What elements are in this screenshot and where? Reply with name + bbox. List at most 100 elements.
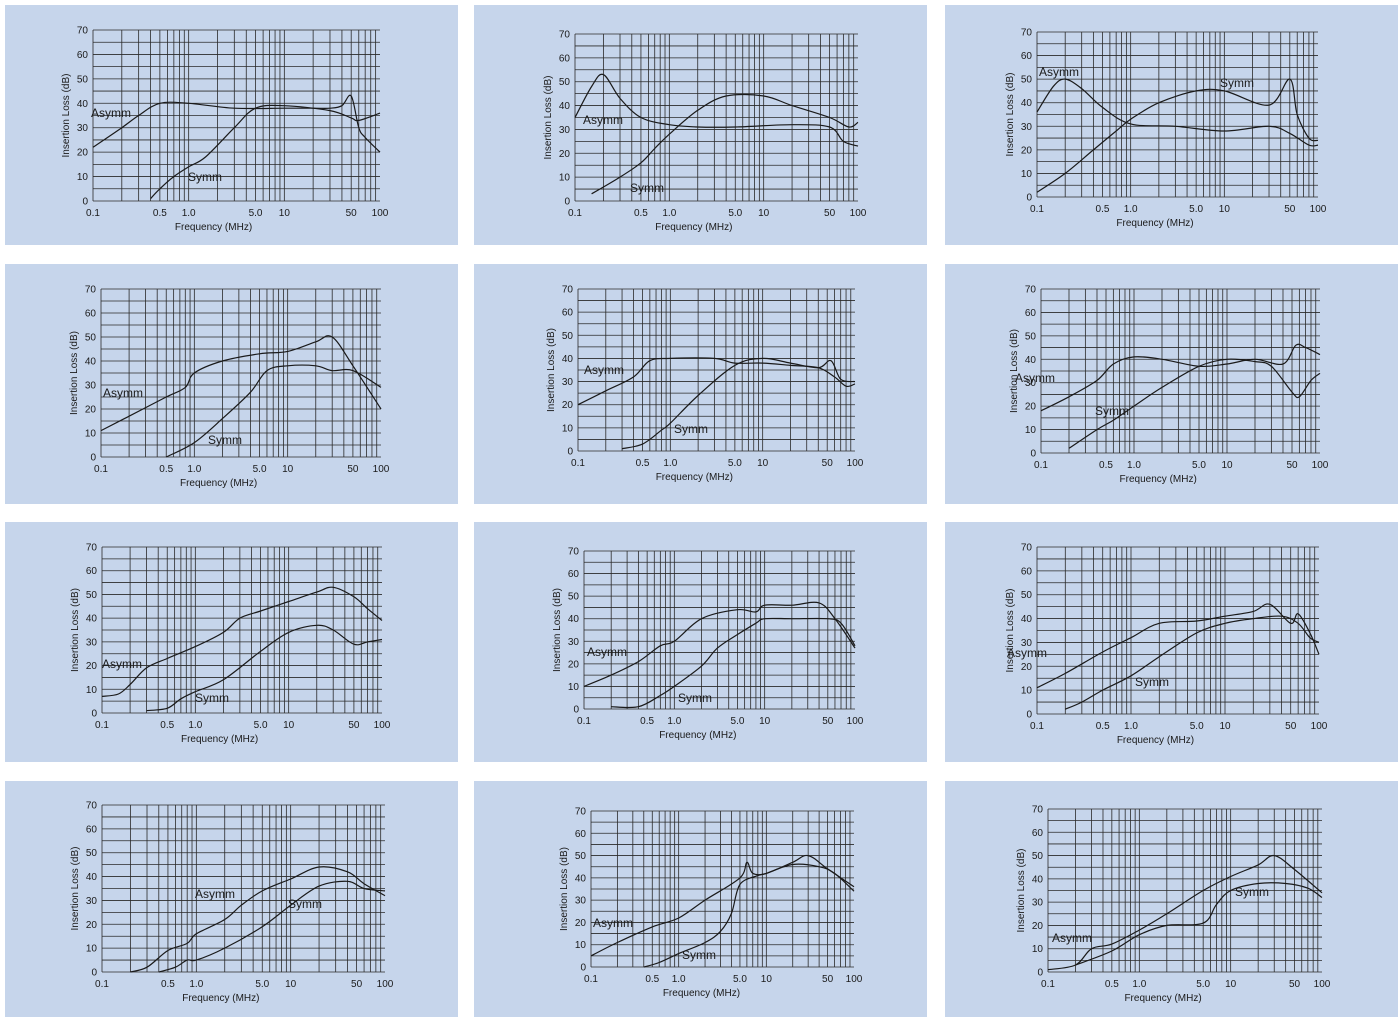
y-tick-label: 40 [1021,614,1033,625]
chart-svg: 0 10 20 30 40 50 60 70 0.1 0.5 1.0 5.0 10 50 100 Freque… [69,285,390,490]
y-tick-label: 50 [1032,851,1044,862]
series-line-asymm [1036,78,1319,147]
x-axis-title: Frequency (MHz) [1116,218,1193,229]
series-label-symm: Symm [1135,675,1169,689]
x-tick-label: 100 [1311,721,1328,732]
y-tick-label: 30 [86,637,98,648]
chart-panel-8: 0 10 20 30 40 50 60 70 0.1 0.5 1.0 5.0 10 50 100 Freque… [474,522,927,762]
y-tick-label: 10 [1032,944,1044,955]
x-tick-label: 100 [1314,979,1331,990]
x-axis-title: Frequency (MHz) [1124,993,1201,1004]
grid [1036,546,1319,715]
y-tick-label: 50 [559,77,571,88]
chart-panel-12: 0 10 20 30 40 50 60 70 0.1 0.5 1.0 5.0 10 50 100 Freque… [945,781,1398,1017]
chart-panel-5: 0 10 20 30 40 50 60 70 0.1 0.5 1.0 5.0 10 50 100 Freque… [474,264,927,504]
y-tick-label: 50 [1021,590,1033,601]
chart-panel-6: 0 10 20 30 40 50 60 70 0.1 0.5 1.0 5.0 10 50 100 Freque… [945,264,1398,504]
chart-panel-1: 0 10 20 30 40 50 60 70 0.1 0.5 1.0 5.0 10 50 100 Freque… [5,5,458,245]
y-tick-label: 30 [86,896,98,907]
y-tick-label: 60 [1021,566,1033,577]
grid [101,804,385,973]
series-label-asymm: Asymm [587,645,627,659]
y-tick-label: 70 [77,26,89,37]
x-tick-label: 100 [1310,204,1327,215]
y-tick-label: 50 [86,848,98,859]
series-label-symm: Symm [674,422,708,436]
series-line-asymm [130,866,386,973]
chart-panel-3: 0 10 20 30 40 50 60 70 0.1 0.5 1.0 5.0 10 50 100 Freque… [945,5,1398,245]
y-tick-label: 10 [86,685,98,696]
y-tick-label: 10 [77,172,89,183]
y-tick-label: 20 [1032,921,1044,932]
x-tick-label: 100 [377,979,394,990]
series-line-asymm [583,601,856,687]
x-tick-label: 50 [348,720,360,731]
grid [1040,288,1320,454]
series-label-asymm: Asymm [1039,65,1079,79]
y-tick-label: 40 [1021,98,1033,109]
chart-svg: 0 10 20 30 40 50 60 70 0.1 0.5 1.0 5.0 10 50 100 Freque… [61,26,389,234]
y-axis-title: Insertion Loss (dB) [546,328,557,412]
y-tick-label: 70 [86,801,98,812]
y-tick-label: 20 [1021,662,1033,673]
y-tick-label: 70 [575,807,587,818]
series-label-asymm: Asymm [195,887,235,901]
y-tick-label: 30 [562,377,574,388]
x-tick-label: 0.1 [1030,721,1044,732]
y-tick-label: 60 [1021,51,1033,62]
series-label-asymm: Asymm [103,386,143,400]
chart-panel-4: 0 10 20 30 40 50 60 70 0.1 0.5 1.0 5.0 10 50 100 Freque… [5,264,458,504]
x-tick-label: 100 [1312,460,1329,471]
y-tick-label: 20 [86,920,98,931]
chart-panel-9: 0 10 20 30 40 50 60 70 0.1 0.5 1.0 5.0 10 50 100 Freque… [945,522,1398,762]
y-tick-label: 10 [575,940,587,951]
chart-svg: 0 10 20 30 40 50 60 70 0.1 0.5 1.0 5.0 10 50 100 Freque… [1016,805,1331,1005]
y-tick-label: 0 [1030,449,1036,460]
x-tick-label: 50 [822,716,834,727]
x-tick-label: 0.1 [568,208,582,219]
x-tick-label: 0.1 [577,716,591,727]
x-tick-label: 10 [1225,979,1237,990]
x-tick-label: 10 [279,208,291,219]
y-tick-label: 30 [568,637,580,648]
x-axis-title: Frequency (MHz) [656,472,733,483]
series-line-asymm [577,357,856,406]
series-label-symm: Symm [1235,885,1269,899]
x-tick-label: 10 [1221,460,1233,471]
x-tick-label: 0.1 [95,979,109,990]
y-tick-label: 10 [1025,425,1037,436]
x-tick-label: 0.1 [1034,460,1048,471]
x-tick-label: 1.0 [672,974,686,985]
grid [583,550,855,710]
series-label-symm: Symm [208,433,242,447]
x-tick-label: 1.0 [187,464,201,475]
series-label-symm: Symm [288,897,322,911]
y-tick-label: 20 [568,659,580,670]
y-tick-label: 50 [1021,75,1033,86]
series-label-asymm: Asymm [1015,371,1055,385]
y-tick-label: 70 [562,285,574,296]
y-tick-label: 10 [1021,169,1033,180]
x-tick-label: 5.0 [1192,460,1206,471]
y-tick-label: 30 [1021,638,1033,649]
series-line-symm [165,364,382,458]
series-line-symm [146,624,383,712]
x-tick-label: 0.5 [1096,204,1110,215]
x-tick-label: 50 [347,464,359,475]
y-tick-label: 60 [1032,828,1044,839]
y-tick-label: 70 [568,547,580,558]
x-tick-label: 0.1 [95,720,109,731]
y-tick-label: 20 [559,149,571,160]
x-tick-label: 100 [374,720,391,731]
series-line-asymm [100,335,382,432]
x-tick-label: 0.5 [153,208,167,219]
x-tick-label: 10 [282,464,294,475]
y-tick-label: 40 [568,614,580,625]
y-tick-label: 20 [86,661,98,672]
x-tick-label: 0.1 [94,464,108,475]
x-axis-title: Frequency (MHz) [663,988,740,999]
y-tick-label: 30 [1021,122,1033,133]
grid [577,288,855,452]
series-line-symm [1075,882,1323,966]
x-tick-label: 0.1 [571,458,585,469]
